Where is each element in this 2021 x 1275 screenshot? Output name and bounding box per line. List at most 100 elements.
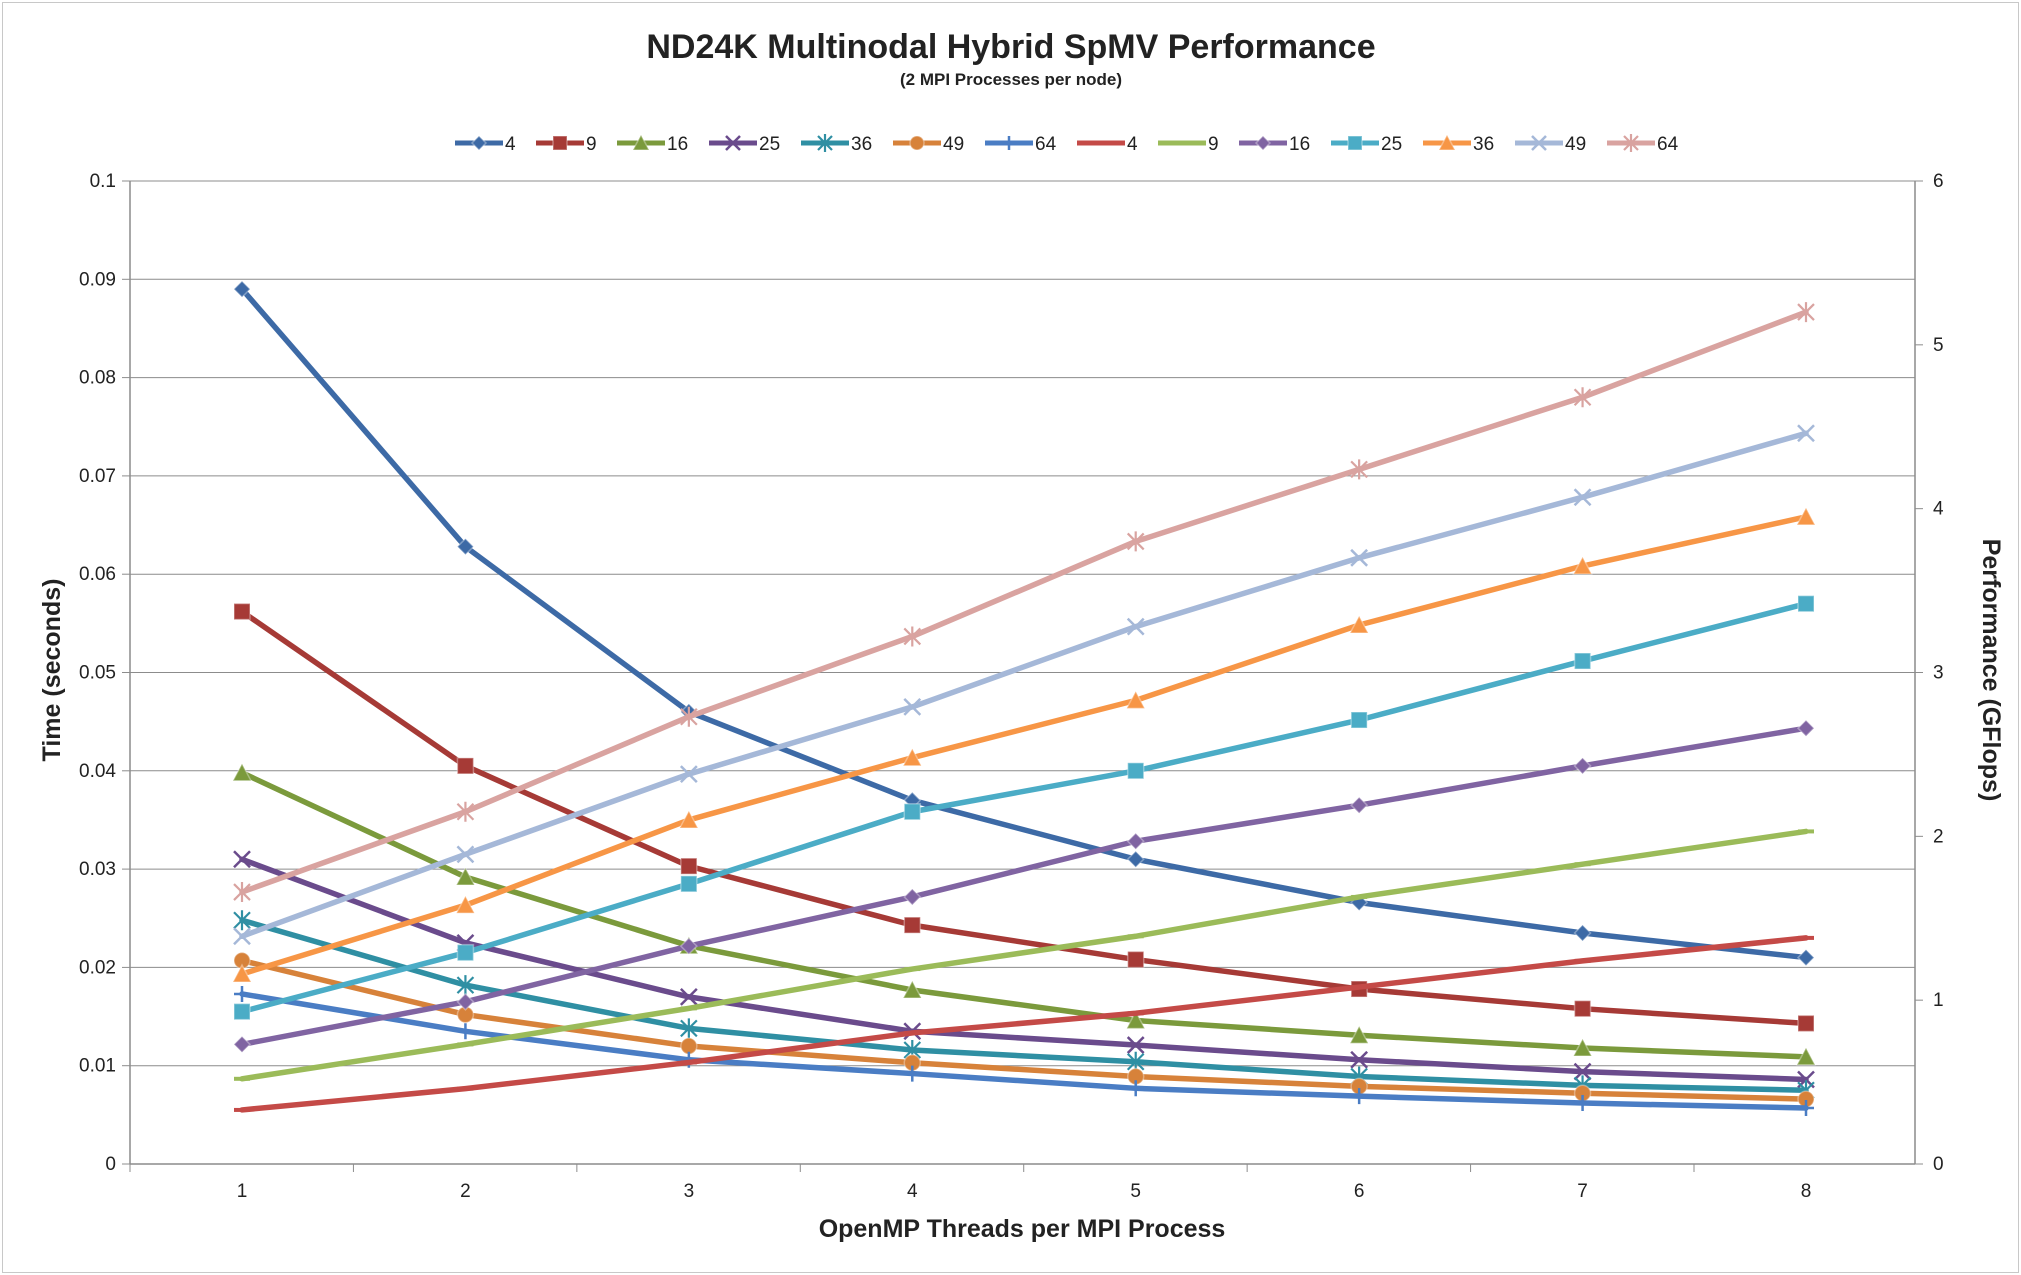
legend-marker <box>470 134 488 152</box>
data-point <box>456 943 475 962</box>
data-point <box>902 979 923 999</box>
data-point <box>457 1086 474 1091</box>
data-point <box>1795 1046 1817 1066</box>
legend-marker <box>1531 135 1547 151</box>
legend-label: 9 <box>1208 134 1219 155</box>
data-point <box>231 762 253 782</box>
legend-label: 4 <box>505 134 516 155</box>
legend-label: 49 <box>943 134 964 155</box>
legend: 4 9 16 25 36 49 64 4 9 16 25 36 49 64 <box>455 133 1679 155</box>
x-tick-label: 6 <box>1354 1181 1365 1202</box>
data-point <box>1351 894 1368 899</box>
legend-label: 25 <box>1381 134 1402 155</box>
data-point <box>1572 555 1593 575</box>
left-tick-label: 0.05 <box>79 663 116 684</box>
left-tick-label: 0.1 <box>90 171 116 192</box>
series-right-64 <box>233 302 1815 903</box>
legend-marker <box>552 135 568 151</box>
right-tick-label: 2 <box>1933 826 1944 847</box>
right-tick-label: 6 <box>1933 171 1944 192</box>
data-point <box>680 857 698 875</box>
legend-item: 64 <box>1607 134 1679 155</box>
data-point <box>903 626 922 647</box>
legend-marker <box>725 135 741 151</box>
data-point <box>234 985 250 1002</box>
data-point <box>231 963 253 983</box>
x-tick-label: 8 <box>1801 1181 1812 1202</box>
series-right-36 <box>231 506 1817 983</box>
data-point <box>1351 1088 1368 1105</box>
legend-item: 9 <box>1158 134 1219 155</box>
data-point <box>1350 548 1369 567</box>
legend-marker <box>631 133 651 151</box>
data-point <box>1125 1009 1146 1030</box>
legend-item: 64 <box>985 134 1057 155</box>
data-point <box>1350 1050 1369 1069</box>
data-point <box>904 967 921 972</box>
legend-item: 9 <box>536 134 597 155</box>
data-point <box>904 1030 921 1035</box>
data-point <box>1798 829 1814 834</box>
data-point <box>902 747 923 767</box>
legend-marker <box>1175 141 1189 145</box>
x-tick-label: 3 <box>684 1181 695 1202</box>
data-point <box>680 1006 697 1011</box>
data-point <box>680 706 698 727</box>
data-point <box>1797 1014 1815 1033</box>
legend-marker <box>817 134 833 152</box>
data-point <box>680 1018 698 1039</box>
data-point <box>903 887 922 907</box>
data-point <box>1796 948 1816 967</box>
series-line <box>239 608 1809 1027</box>
data-point <box>1126 950 1145 969</box>
data-point <box>1126 762 1145 780</box>
data-point <box>233 850 251 869</box>
data-point <box>232 1035 252 1054</box>
right-tick-label: 3 <box>1933 663 1944 684</box>
data-point <box>1797 424 1815 443</box>
left-tick-label: 0.02 <box>79 957 116 978</box>
legend-item: 4 <box>455 134 516 155</box>
legend-item: 49 <box>893 134 964 155</box>
data-point <box>1574 958 1591 963</box>
data-point <box>233 882 251 903</box>
data-point <box>1348 614 1370 634</box>
left-tick-label: 0.01 <box>79 1056 116 1077</box>
x-axis-title: OpenMP Threads per MPI Process <box>819 1215 1226 1243</box>
data-point <box>456 801 475 822</box>
data-point <box>1796 719 1816 738</box>
data-point <box>903 698 922 716</box>
legend-marker <box>1094 141 1108 145</box>
legend-label: 64 <box>1657 134 1679 155</box>
legend-item: 25 <box>1331 134 1402 155</box>
series-line <box>239 725 1809 1048</box>
series-left-49 <box>233 951 1815 1108</box>
data-point <box>1127 1080 1144 1097</box>
data-point <box>456 537 475 556</box>
data-point <box>1798 935 1814 940</box>
left-tick-label: 0.09 <box>79 269 116 290</box>
data-point <box>455 894 476 914</box>
left-tick-label: 0.06 <box>79 564 116 585</box>
series-line <box>239 957 1809 1102</box>
legend-marker <box>1002 136 1016 150</box>
data-point <box>457 1023 474 1040</box>
legend-item: 4 <box>1077 134 1138 155</box>
series-line <box>239 514 1809 977</box>
data-point <box>456 975 475 996</box>
legend-marker <box>1437 133 1457 151</box>
data-point <box>1126 531 1145 552</box>
data-point <box>1125 689 1146 710</box>
legend-label: 49 <box>1565 134 1586 155</box>
legend-item: 36 <box>1423 133 1494 155</box>
left-tick-label: 0.03 <box>79 859 116 880</box>
data-point <box>233 927 251 946</box>
data-point <box>1127 934 1144 939</box>
data-point <box>1572 1037 1593 1057</box>
data-point <box>903 803 922 821</box>
data-point <box>232 280 252 299</box>
data-point <box>456 992 475 1011</box>
chart-subtitle: (2 MPI Processes per node) <box>900 70 1122 89</box>
legend-item: 16 <box>617 133 688 155</box>
data-point <box>457 1042 474 1047</box>
